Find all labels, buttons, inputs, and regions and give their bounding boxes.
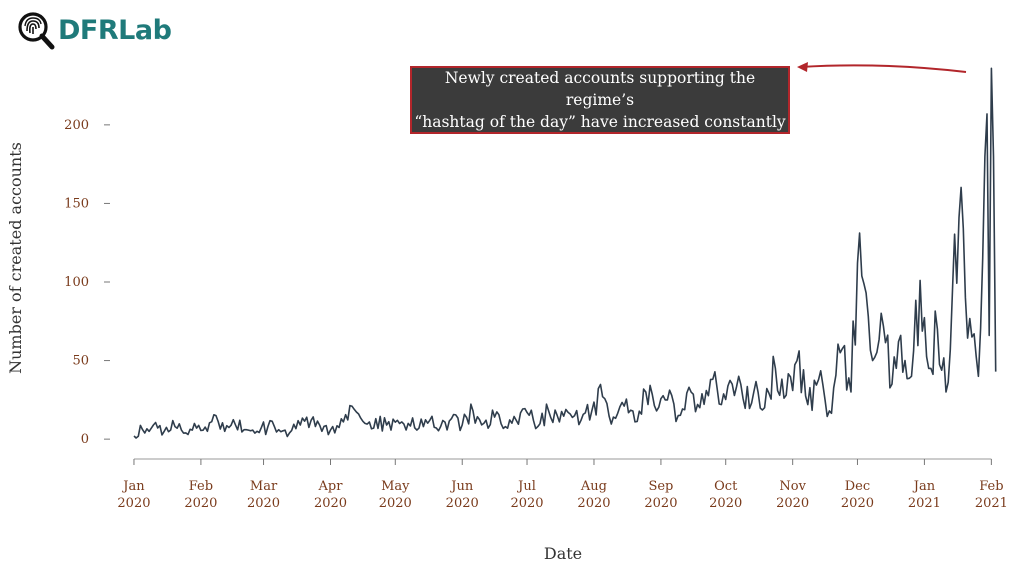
x-tick-label-month: Oct bbox=[714, 479, 738, 494]
y-tick-label: 0 bbox=[81, 432, 89, 447]
y-axis-title: Number of created accounts bbox=[6, 142, 25, 374]
annotation-box: Newly created accounts supporting the re… bbox=[410, 66, 790, 134]
y-tick-label: 50 bbox=[72, 354, 89, 369]
x-tick-label-year: 2020 bbox=[117, 496, 150, 511]
x-tick-label-month: Aug bbox=[580, 479, 607, 494]
x-tick-label-year: 2021 bbox=[975, 496, 1008, 511]
fingerprint-magnifier-icon bbox=[18, 12, 55, 50]
x-tick-label-year: 2021 bbox=[908, 496, 941, 511]
y-tick-label: 200 bbox=[64, 118, 89, 133]
x-tick-label-month: Jan bbox=[121, 479, 145, 494]
y-tick-label: 150 bbox=[64, 196, 89, 211]
x-tick-label-year: 2020 bbox=[446, 496, 479, 511]
x-tick-label-month: Jan bbox=[912, 479, 936, 494]
x-tick-label-year: 2020 bbox=[314, 496, 347, 511]
annotation-arrow bbox=[797, 62, 967, 73]
x-axis: Jan 2020 Feb 2020 Mar 2020 Apr 2020 May 2020 Jun 20… bbox=[117, 458, 1008, 511]
y-tick-label: 100 bbox=[64, 275, 89, 290]
x-tick-label-year: 2020 bbox=[776, 496, 809, 511]
dfrlab-logo: DFRLab bbox=[16, 8, 172, 52]
annotation-line-2: “hashtag of the day” have increased cons… bbox=[414, 113, 786, 131]
x-tick-label-year: 2020 bbox=[184, 496, 217, 511]
x-tick-label-year: 2020 bbox=[841, 496, 874, 511]
x-tick-label-month: May bbox=[381, 479, 410, 494]
series-line bbox=[133, 67, 997, 439]
x-tick-label-year: 2020 bbox=[247, 496, 280, 511]
x-tick-label-month: Jun bbox=[449, 479, 474, 494]
x-tick-label-year: 2020 bbox=[644, 496, 677, 511]
y-axis-ticks: 0 50 100 150 200 bbox=[64, 118, 110, 447]
x-tick-label-month: Jul bbox=[516, 479, 536, 494]
x-tick-label-month: Sep bbox=[648, 479, 673, 494]
x-tick-label-year: 2020 bbox=[510, 496, 543, 511]
annotation-line-1: Newly created accounts supporting the re… bbox=[444, 69, 756, 109]
x-tick-label-month: Dec bbox=[845, 479, 870, 494]
x-tick-label-year: 2020 bbox=[709, 496, 742, 511]
x-tick-label-month: Feb bbox=[979, 479, 1003, 494]
x-tick-label-month: Mar bbox=[250, 479, 278, 494]
logo-text: DFRLab bbox=[58, 14, 172, 46]
x-tick-label-year: 2020 bbox=[379, 496, 412, 511]
x-tick-label-month: Feb bbox=[189, 479, 213, 494]
x-tick-label-month: Nov bbox=[779, 479, 806, 494]
x-tick-label-month: Apr bbox=[318, 479, 344, 494]
x-axis-title: Date bbox=[544, 544, 582, 563]
x-tick-label-year: 2020 bbox=[577, 496, 610, 511]
